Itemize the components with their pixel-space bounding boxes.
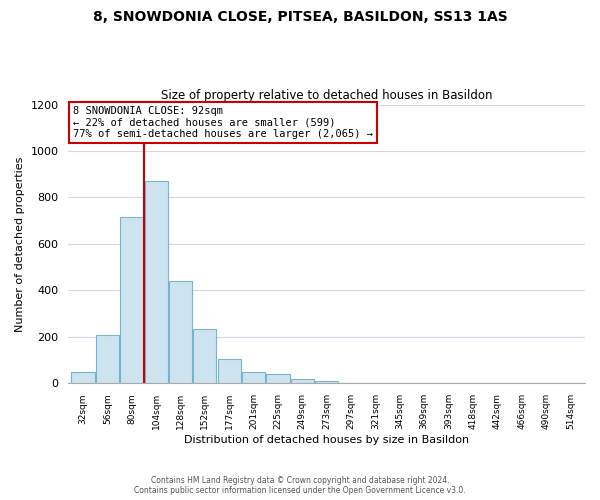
Bar — [266, 374, 290, 384]
X-axis label: Distribution of detached houses by size in Basildon: Distribution of detached houses by size … — [184, 435, 469, 445]
Text: 8, SNOWDONIA CLOSE, PITSEA, BASILDON, SS13 1AS: 8, SNOWDONIA CLOSE, PITSEA, BASILDON, SS… — [92, 10, 508, 24]
Bar — [71, 372, 95, 384]
Bar — [193, 329, 217, 384]
Bar — [315, 381, 338, 384]
Text: 8 SNOWDONIA CLOSE: 92sqm
← 22% of detached houses are smaller (599)
77% of semi-: 8 SNOWDONIA CLOSE: 92sqm ← 22% of detach… — [73, 106, 373, 139]
Bar — [291, 378, 314, 384]
Bar — [96, 334, 119, 384]
Y-axis label: Number of detached properties: Number of detached properties — [15, 156, 25, 332]
Bar — [169, 281, 192, 384]
Title: Size of property relative to detached houses in Basildon: Size of property relative to detached ho… — [161, 89, 493, 102]
Bar — [218, 359, 241, 384]
Bar — [242, 372, 265, 384]
Bar — [145, 181, 168, 384]
Text: Contains HM Land Registry data © Crown copyright and database right 2024.
Contai: Contains HM Land Registry data © Crown c… — [134, 476, 466, 495]
Bar — [120, 217, 143, 384]
